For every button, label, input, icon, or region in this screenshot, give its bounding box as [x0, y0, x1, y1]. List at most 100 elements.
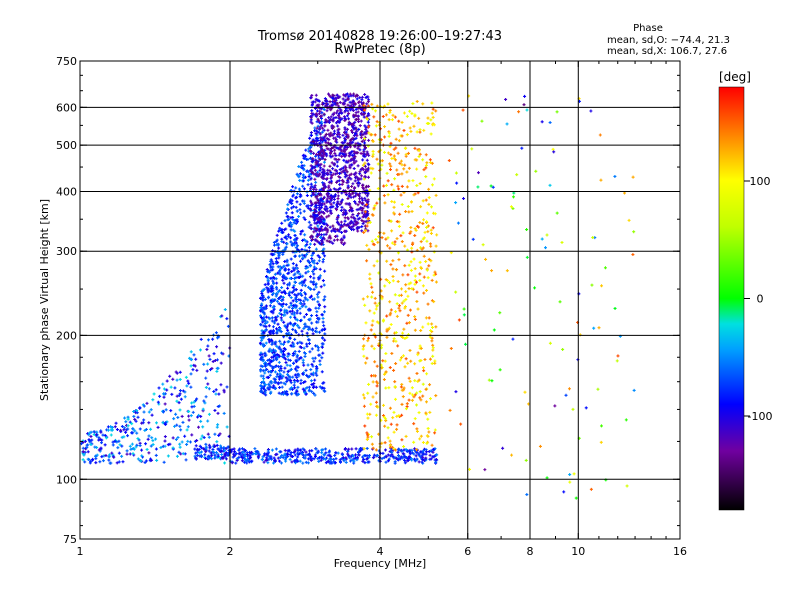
echo-point — [305, 194, 309, 198]
echo-point — [220, 452, 224, 456]
echo-point — [418, 454, 422, 458]
echo-point — [388, 366, 392, 370]
echo-point — [367, 336, 371, 340]
echo-point — [413, 393, 417, 397]
echo-point — [373, 296, 377, 300]
echo-point — [354, 453, 358, 457]
echo-point — [297, 392, 301, 396]
echo-point — [400, 438, 404, 442]
echo-point — [271, 305, 275, 309]
echo-point — [304, 305, 308, 309]
echo-point — [421, 102, 425, 106]
echo-point — [202, 362, 206, 366]
echo-point — [215, 369, 219, 373]
echo-point — [291, 266, 295, 270]
echo-point — [433, 361, 437, 365]
echo-point — [142, 418, 146, 422]
echo-point — [306, 285, 310, 289]
echo-point — [287, 268, 291, 272]
echo-point — [306, 178, 310, 182]
echo-point — [286, 215, 290, 219]
echo-point — [288, 453, 292, 457]
echo-point — [400, 413, 404, 417]
echo-point — [301, 447, 305, 451]
echo-point — [397, 127, 401, 131]
echo-point — [147, 410, 151, 414]
echo-point — [112, 455, 116, 459]
echo-point — [291, 299, 295, 303]
echo-point — [263, 307, 267, 311]
echo-point — [395, 268, 399, 272]
echo-point — [363, 196, 367, 200]
echo-point — [338, 151, 342, 155]
echo-point — [275, 353, 279, 357]
echo-point — [422, 452, 426, 456]
echo-point — [344, 168, 348, 172]
echo-point — [253, 447, 257, 451]
echo-point — [342, 148, 346, 152]
echo-point — [294, 358, 298, 362]
echo-point — [391, 416, 395, 420]
echo-point — [326, 92, 330, 96]
echo-point — [198, 348, 202, 352]
echo-point — [367, 131, 371, 135]
echo-point — [426, 276, 430, 280]
echo-point — [301, 173, 305, 177]
echo-point — [403, 458, 407, 462]
echo-point — [395, 423, 399, 427]
echo-point — [332, 116, 336, 120]
echo-point — [457, 318, 461, 322]
x-tick-label: 6 — [464, 545, 471, 558]
echo-point — [361, 187, 365, 191]
echo-point — [388, 168, 392, 172]
echo-point — [407, 321, 411, 325]
echo-point — [411, 179, 415, 183]
echo-point — [121, 460, 125, 464]
echo-point — [348, 92, 352, 96]
echo-point — [372, 311, 376, 315]
echo-point — [462, 313, 466, 317]
echo-point — [366, 416, 370, 420]
echo-point — [415, 427, 419, 431]
echo-point — [322, 160, 326, 164]
echo-point — [561, 347, 565, 351]
echo-point — [429, 161, 433, 165]
echo-point — [216, 404, 220, 408]
echo-point — [483, 468, 487, 472]
echo-point — [346, 184, 350, 188]
echo-point — [375, 384, 379, 388]
echo-point — [386, 426, 390, 430]
echo-point — [405, 335, 409, 339]
echo-point — [397, 172, 401, 176]
echo-point — [185, 428, 189, 432]
echo-point — [263, 391, 267, 395]
echo-point — [296, 459, 300, 463]
echo-point — [213, 445, 217, 449]
echo-point — [289, 379, 293, 383]
echo-point — [293, 459, 297, 463]
echo-point — [261, 343, 265, 347]
echo-point — [352, 157, 356, 161]
echo-point — [397, 139, 401, 143]
echo-point — [245, 461, 249, 465]
echo-point — [331, 458, 335, 462]
echo-point — [372, 206, 376, 210]
echo-point — [393, 331, 397, 335]
echo-point — [346, 180, 350, 184]
echo-point — [374, 307, 378, 311]
echo-point — [338, 460, 342, 464]
echo-point — [94, 454, 98, 458]
echo-point — [424, 166, 428, 170]
echo-point — [353, 179, 357, 183]
echo-point — [305, 252, 309, 256]
echo-point — [263, 283, 267, 287]
echo-point — [406, 361, 410, 365]
echo-point — [295, 266, 299, 270]
y-tick-label: 600 — [56, 101, 77, 114]
echo-point — [177, 401, 181, 405]
echo-point — [413, 267, 417, 271]
echo-point — [430, 362, 434, 366]
echo-point — [123, 416, 127, 420]
echo-point — [329, 108, 333, 112]
echo-point — [312, 276, 316, 280]
